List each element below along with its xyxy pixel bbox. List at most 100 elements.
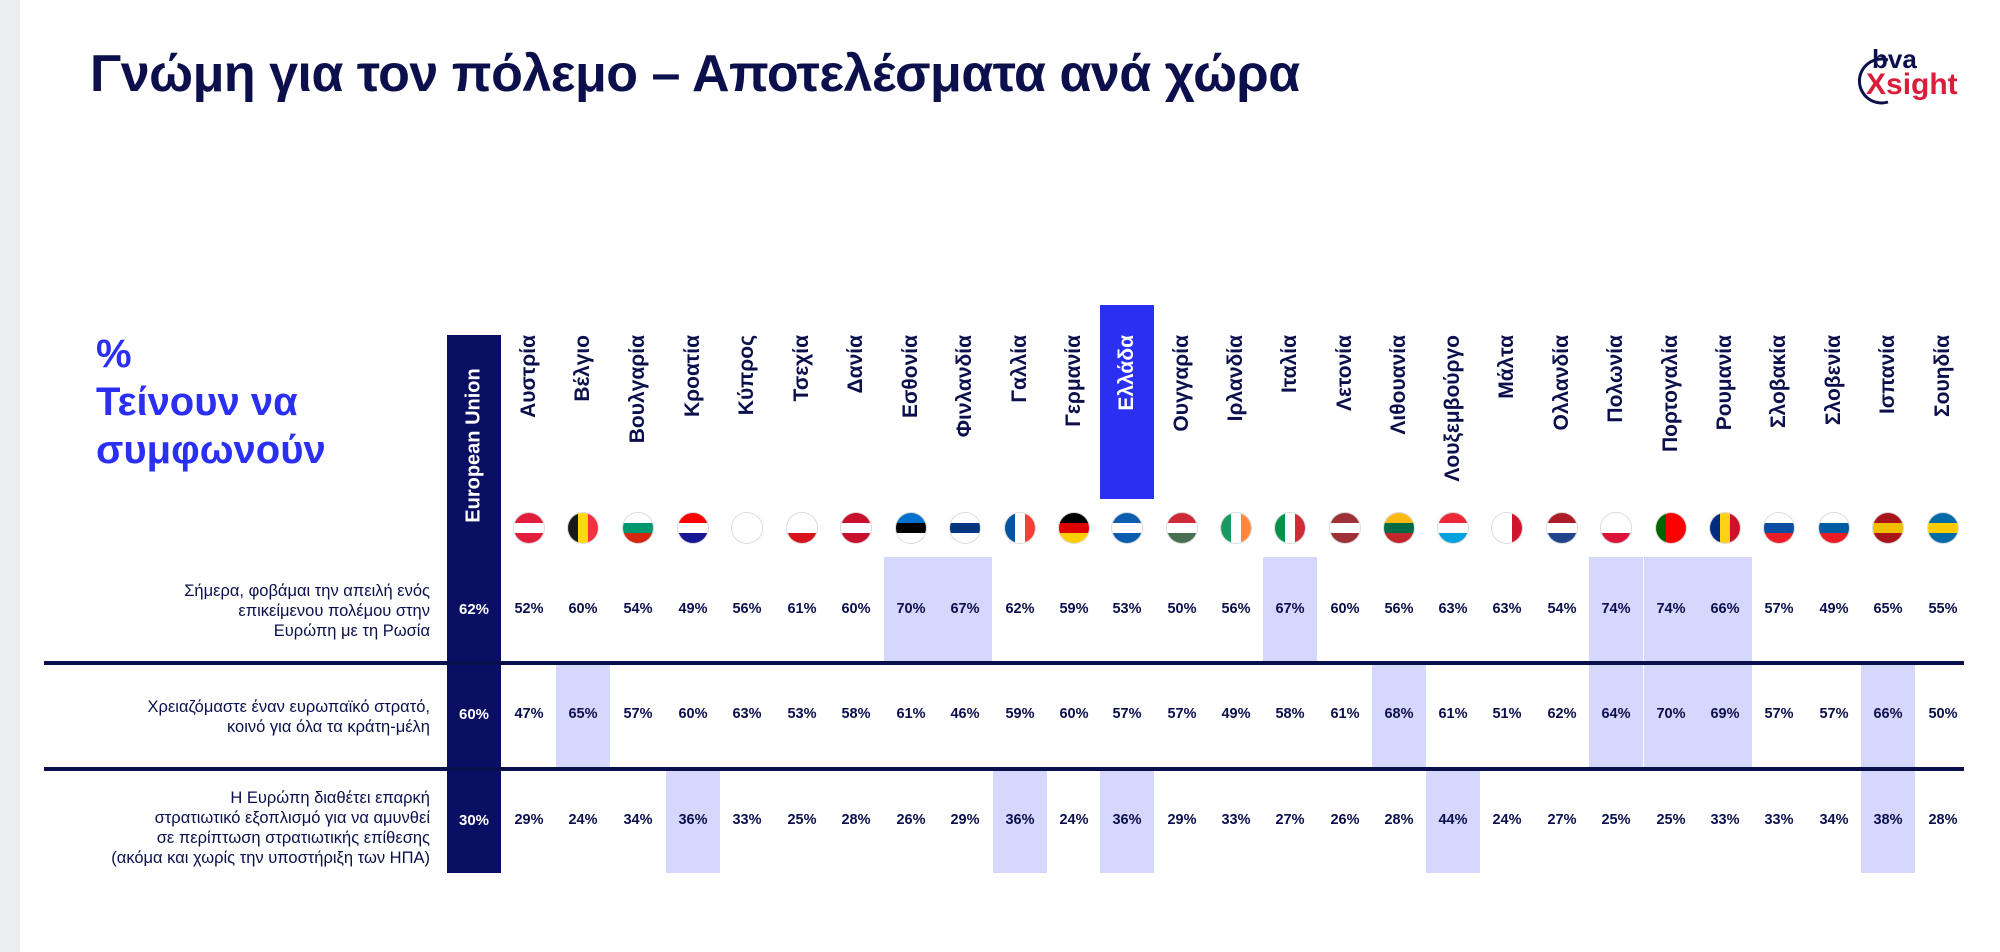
- country-name-label: Ελλάδα: [1115, 335, 1138, 411]
- value-cell: 61%: [1330, 706, 1360, 722]
- value-cell: 58%: [841, 706, 871, 722]
- value-cell: 24%: [1492, 812, 1522, 828]
- country-name-label: Ιρλανδία: [1224, 335, 1247, 422]
- country-name-label: Λουξεμβούργο: [1441, 335, 1464, 482]
- value-cell: 61%: [896, 706, 926, 722]
- latvia-flag-icon: [1330, 513, 1360, 543]
- highlight-cell: [1861, 769, 1915, 873]
- row-label-line: Ευρώπη με τη Ρωσία: [273, 622, 430, 640]
- highlight-cell: [1644, 663, 1698, 767]
- value-cell: 29%: [1167, 812, 1197, 828]
- value-cell: 49%: [1819, 601, 1849, 617]
- country-header: Σλοβενία: [1807, 335, 1861, 495]
- country-header: Κροατία: [666, 335, 720, 495]
- value-cell: 29%: [950, 812, 980, 828]
- logo-bva-text: bva: [1872, 44, 1917, 74]
- value-cell: 68%: [1384, 706, 1414, 722]
- italy-flag-icon: [1275, 513, 1305, 543]
- value-cell: 63%: [1492, 601, 1522, 617]
- country-name-label: Τσεχία: [790, 335, 813, 402]
- value-cell: 24%: [568, 812, 598, 828]
- country-name-label: Κύπρος: [735, 335, 758, 416]
- ireland-flag-icon: [1221, 513, 1251, 543]
- country-header: Μάλτα: [1480, 335, 1534, 495]
- value-cell: 53%: [1112, 601, 1142, 617]
- value-cell: 50%: [1167, 601, 1197, 617]
- row-separator: [44, 661, 1964, 665]
- measure-label: % Τείνουν να συμφωνούν: [96, 330, 326, 474]
- value-cell: 63%: [732, 706, 762, 722]
- highlight-cell: [556, 663, 610, 767]
- value-cell: 33%: [1710, 812, 1740, 828]
- country-name-label: Γαλλία: [1008, 335, 1031, 403]
- left-margin-strip: [0, 0, 20, 952]
- value-cell: 36%: [678, 812, 708, 828]
- row-separator: [44, 767, 1964, 771]
- value-cell: 28%: [1384, 812, 1414, 828]
- highlight-cell: [1589, 663, 1643, 767]
- belgium-flag-icon: [568, 513, 598, 543]
- country-header: Γαλλία: [993, 335, 1047, 495]
- value-cell: 27%: [1275, 812, 1305, 828]
- denmark-flag-icon: [841, 513, 871, 543]
- country-name-label: Ουγγαρία: [1170, 335, 1193, 432]
- value-cell: 65%: [1873, 601, 1903, 617]
- value-cell: 56%: [732, 601, 762, 617]
- logo-xsight-text: Xsight: [1866, 68, 1958, 101]
- highlight-cell: [1100, 769, 1154, 873]
- country-name-label: Βέλγιο: [571, 335, 594, 402]
- value-cell: 59%: [1059, 601, 1089, 617]
- country-header: Κύπρος: [720, 335, 774, 495]
- country-name-label: Εσθονία: [899, 335, 922, 418]
- value-cell: 60%: [1059, 706, 1089, 722]
- luxembourg-flag-icon: [1438, 513, 1468, 543]
- hungary-flag-icon: [1167, 513, 1197, 543]
- country-name-label: Φινλανδία: [953, 335, 976, 438]
- value-cell: 36%: [1112, 812, 1142, 828]
- value-cell: 64%: [1601, 706, 1631, 722]
- value-cell: 57%: [1764, 601, 1794, 617]
- value-cell: 49%: [678, 601, 708, 617]
- value-cell: 25%: [787, 812, 817, 828]
- country-header: Αυστρία: [502, 335, 556, 495]
- value-cell: 26%: [1330, 812, 1360, 828]
- bva-xsight-logo: bva Xsight: [1848, 44, 1958, 114]
- country-header: Ολλανδία: [1535, 335, 1589, 495]
- germany-flag-icon: [1059, 513, 1089, 543]
- poland-flag-icon: [1601, 513, 1631, 543]
- spain-flag-icon: [1873, 513, 1903, 543]
- country-name-label: Βουλγαρία: [626, 335, 649, 444]
- country-name-label: Πολωνία: [1604, 335, 1627, 423]
- country-header: Πολωνία: [1589, 335, 1643, 495]
- country-header: Λουξεμβούργο: [1426, 335, 1480, 495]
- value-cell: 70%: [1656, 706, 1686, 722]
- country-name-label: Ισπανία: [1876, 335, 1899, 415]
- measure-label-line2: Τείνουν να: [96, 380, 298, 424]
- highlight-cell: [884, 557, 938, 663]
- austria-flag-icon: [514, 513, 544, 543]
- value-cell: 56%: [1384, 601, 1414, 617]
- country-header: Πορτογαλία: [1644, 335, 1698, 495]
- value-cell: 67%: [1275, 601, 1305, 617]
- country-name-label: Σλοβενία: [1822, 335, 1845, 426]
- country-header: Βουλγαρία: [611, 335, 665, 495]
- value-cell: 74%: [1656, 601, 1686, 617]
- country-header: Γερμανία: [1047, 335, 1101, 495]
- eu-value-cell: 62%: [458, 601, 490, 618]
- country-header: Ιρλανδία: [1209, 335, 1263, 495]
- romania-flag-icon: [1710, 513, 1740, 543]
- value-cell: 66%: [1710, 601, 1740, 617]
- country-name-label: Σουηδία: [1931, 335, 1954, 417]
- value-cell: 26%: [896, 812, 926, 828]
- finland-flag-icon: [950, 513, 980, 543]
- greece-header-highlight: [1100, 305, 1154, 499]
- value-cell: 57%: [1819, 706, 1849, 722]
- value-cell: 57%: [1167, 706, 1197, 722]
- country-name-label: Λετονία: [1333, 335, 1356, 412]
- cyprus-flag-icon: [732, 513, 762, 543]
- country-header: Ισπανία: [1861, 335, 1915, 495]
- value-cell: 60%: [841, 601, 871, 617]
- country-header: Βέλγιο: [556, 335, 610, 495]
- value-cell: 29%: [514, 812, 544, 828]
- country-name-label: Κροατία: [681, 335, 704, 418]
